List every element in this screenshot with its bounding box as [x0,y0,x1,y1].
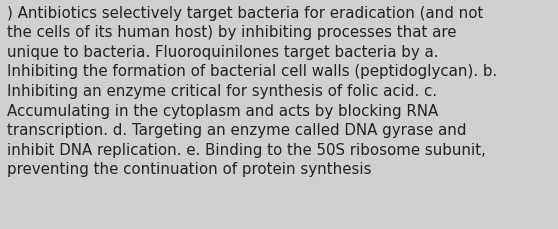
Text: ) Antibiotics selectively target bacteria for eradication (and not
the cells of : ) Antibiotics selectively target bacteri… [7,6,498,177]
